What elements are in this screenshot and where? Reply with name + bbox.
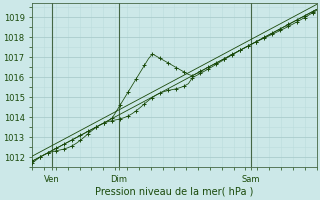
X-axis label: Pression niveau de la mer( hPa ): Pression niveau de la mer( hPa ): [95, 187, 253, 197]
